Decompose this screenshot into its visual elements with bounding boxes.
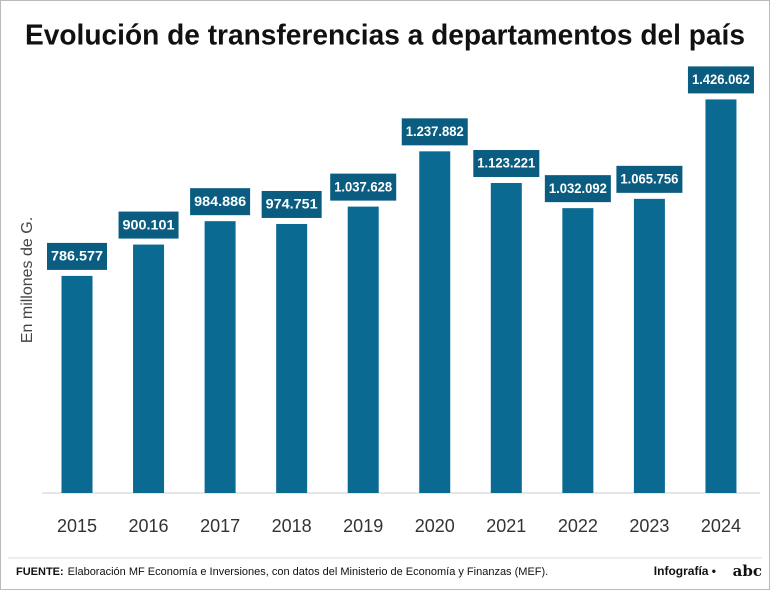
x-tick-label: 2021 <box>486 516 526 536</box>
x-tick-label: 2022 <box>558 516 598 536</box>
value-label: 1.037.628 <box>334 178 392 194</box>
value-label: 1.065.756 <box>620 171 678 187</box>
x-tick-label: 2016 <box>129 516 169 536</box>
value-label-box <box>190 188 251 216</box>
x-tick-label: 2018 <box>272 516 312 536</box>
value-label: 1.032.092 <box>549 180 607 196</box>
x-tick-label: 2024 <box>701 516 741 536</box>
value-label: 1.123.221 <box>477 155 535 171</box>
credit: Infografía • <box>654 564 716 578</box>
x-tick-label: 2015 <box>57 516 97 536</box>
bar <box>133 244 165 493</box>
x-tick-label: 2023 <box>629 516 669 536</box>
value-label-box <box>330 173 397 201</box>
value-label: 984.886 <box>194 193 246 209</box>
bar <box>204 221 236 494</box>
value-label: 900.101 <box>123 216 175 232</box>
bar <box>633 198 665 493</box>
value-label-box <box>47 242 107 270</box>
source-text: Elaboración MF Economía e Inversiones, c… <box>68 566 549 578</box>
value-label: 974.751 <box>266 196 318 212</box>
y-axis-label: En millones de G. <box>19 217 36 343</box>
value-label: 786.577 <box>51 248 103 264</box>
value-label-box <box>687 66 754 94</box>
bar <box>490 182 522 493</box>
x-tick-label: 2020 <box>415 516 455 536</box>
bar <box>276 223 308 493</box>
bar <box>347 206 379 493</box>
value-label-box <box>118 211 179 239</box>
value-label-box <box>473 149 540 177</box>
source-label: FUENTE: <box>16 566 64 578</box>
value-label-box <box>401 118 468 146</box>
x-tick-label: 2019 <box>343 516 383 536</box>
bar <box>419 151 451 493</box>
logo: abc <box>733 562 762 580</box>
x-tick-label: 2017 <box>200 516 240 536</box>
value-label-box <box>261 190 322 218</box>
bar <box>705 99 737 493</box>
bar <box>61 275 93 493</box>
value-label-box <box>616 165 683 193</box>
bar <box>562 208 594 493</box>
value-label: 1.237.882 <box>406 123 464 139</box>
chart-title: Evolución de transferencias a departamen… <box>25 20 745 52</box>
source: FUENTE: Elaboración MF Economía e Inversi… <box>16 566 548 578</box>
value-label: 1.426.062 <box>692 71 750 87</box>
value-label-box <box>544 175 611 203</box>
